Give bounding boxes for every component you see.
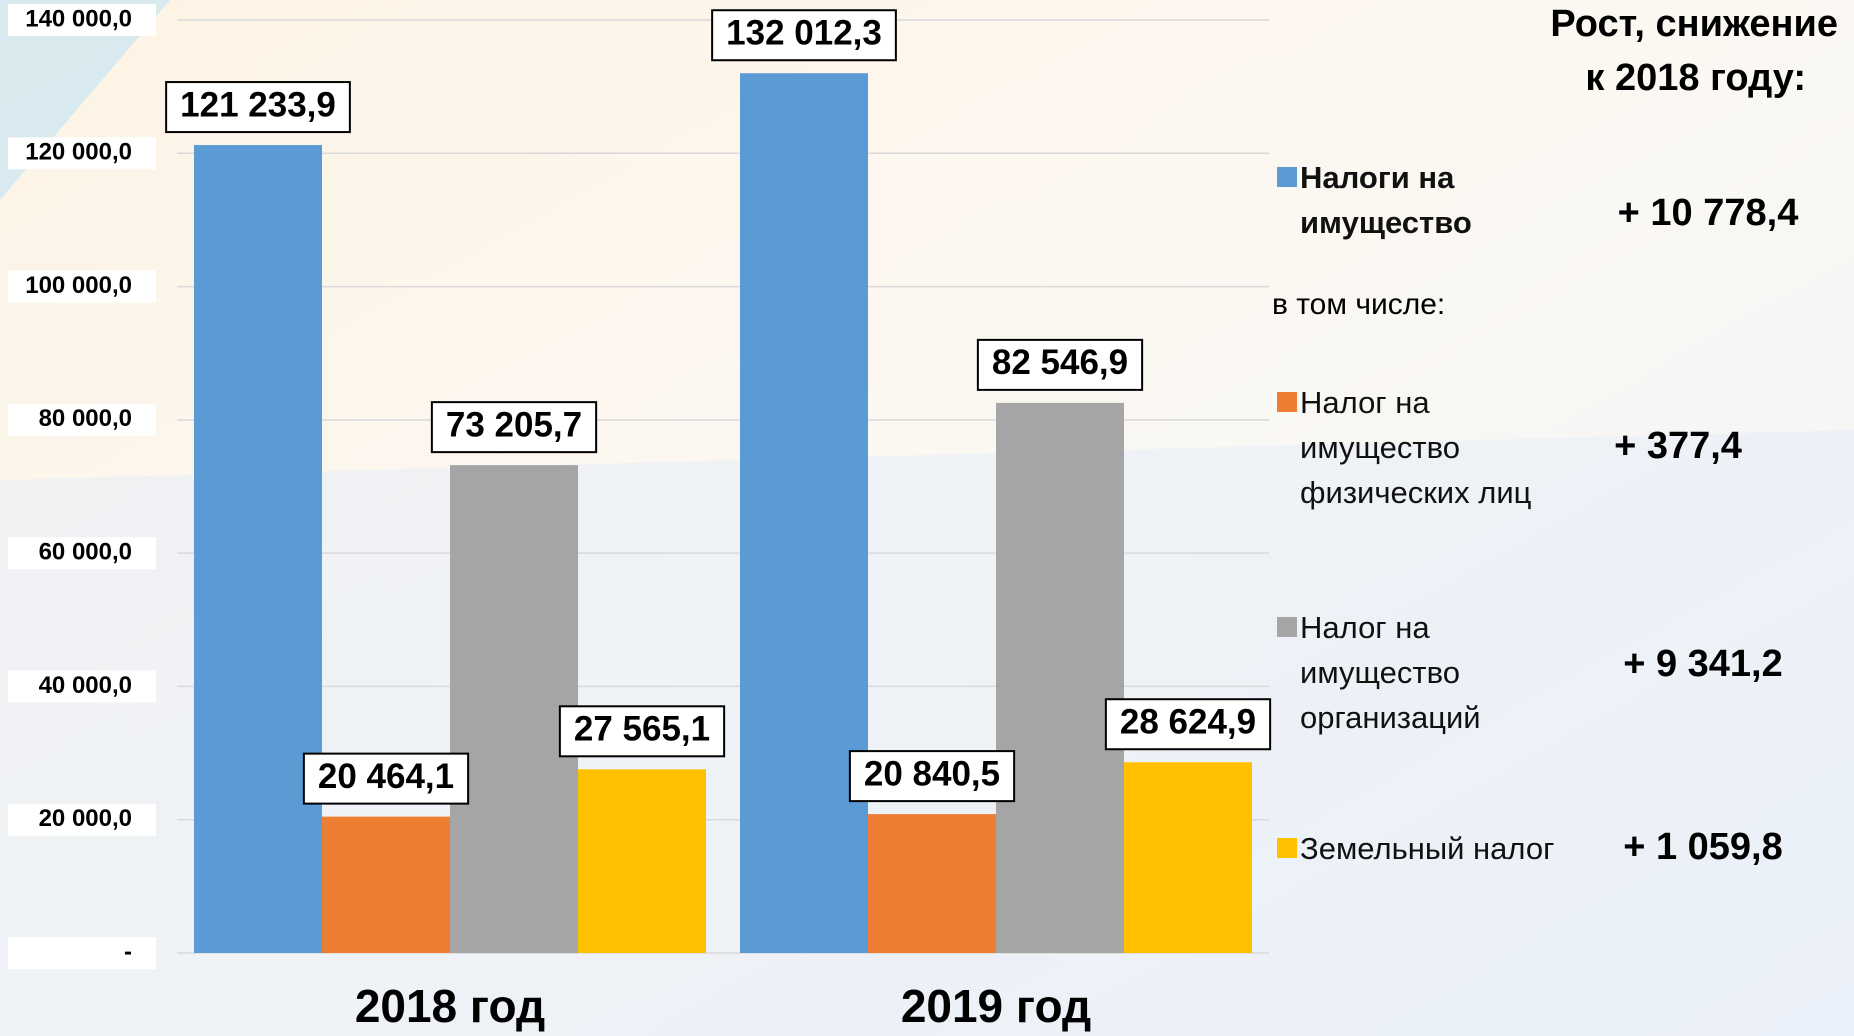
legend-label: Земельный налог (1300, 831, 1555, 866)
value-label: 73 205,7 (446, 405, 582, 444)
value-label-box (976, 338, 1144, 391)
y-tick-label: 100 000,0 (25, 272, 132, 299)
value-label: 27 565,1 (574, 710, 710, 749)
y-tick-label: 40 000,0 (39, 672, 132, 699)
value-label: 121 233,9 (180, 85, 336, 124)
bar (740, 73, 868, 954)
changes-title: к 2018 году: (1585, 57, 1806, 99)
value-label: 82 546,9 (992, 343, 1128, 382)
y-tick-label: - (124, 938, 132, 965)
y-tick-label: 120 000,0 (25, 139, 132, 166)
bar (578, 769, 706, 953)
legend-label: Налог на имущество организаций (1300, 610, 1481, 735)
bar (322, 816, 450, 953)
value-label-box (165, 81, 351, 134)
value-label: 20 464,1 (318, 757, 454, 796)
tick-label-bg (8, 537, 156, 570)
legend-label: Налог на имущество физических лиц (1300, 385, 1532, 510)
y-tick-label: 60 000,0 (39, 538, 132, 565)
tick-label-bg (8, 4, 156, 36)
x-tick-label: 2019 год (901, 980, 1091, 1032)
legend-entry: Налог на имущество физических лиц (1300, 385, 1532, 510)
value-label: 132 012,3 (726, 13, 882, 52)
bar (450, 465, 578, 953)
legend-label: Налоги на имущество (1300, 160, 1472, 240)
y-tick-label: 20 000,0 (39, 805, 132, 832)
value-label-box (430, 401, 598, 454)
x-tick-label: 2018 год (355, 980, 545, 1032)
legend-swatch (1277, 392, 1297, 412)
y-tick-label: 140 000,0 (25, 5, 132, 32)
tick-label-bg (8, 270, 156, 303)
changes-title: Рост, снижение (1550, 3, 1838, 45)
change-label: + 1 059,8 (1623, 826, 1783, 868)
bar (194, 145, 322, 954)
value-label: 28 624,9 (1120, 702, 1256, 741)
note: в том числе: (1272, 288, 1445, 321)
y-tick-label: 80 000,0 (39, 405, 132, 432)
value-label-box (848, 750, 1016, 803)
bar (1124, 762, 1252, 953)
change-label: + 377,4 (1614, 425, 1742, 467)
tick-label-bg (8, 803, 156, 836)
legend-swatch (1277, 838, 1297, 858)
legend-swatch (1277, 617, 1297, 637)
legend-entry: Земельный налог (1300, 831, 1555, 866)
value-label-box (302, 752, 470, 805)
bar (996, 402, 1124, 953)
value-label-box (558, 705, 726, 758)
legend-swatch (1277, 167, 1297, 187)
tick-label-bg (8, 137, 156, 170)
tick-label-bg (8, 670, 156, 703)
bar (868, 814, 996, 953)
value-label: 20 840,5 (864, 754, 1000, 793)
legend-entry: Налоги на имущество (1300, 160, 1472, 240)
tick-label-bg (8, 403, 156, 436)
value-label-box (711, 9, 897, 62)
legend-entry: Налог на имущество организаций (1300, 610, 1481, 735)
change-label: + 9 341,2 (1623, 643, 1783, 685)
tick-label-bg (8, 937, 156, 969)
change-label: + 10 778,4 (1618, 192, 1799, 234)
value-label-box (1104, 698, 1272, 751)
